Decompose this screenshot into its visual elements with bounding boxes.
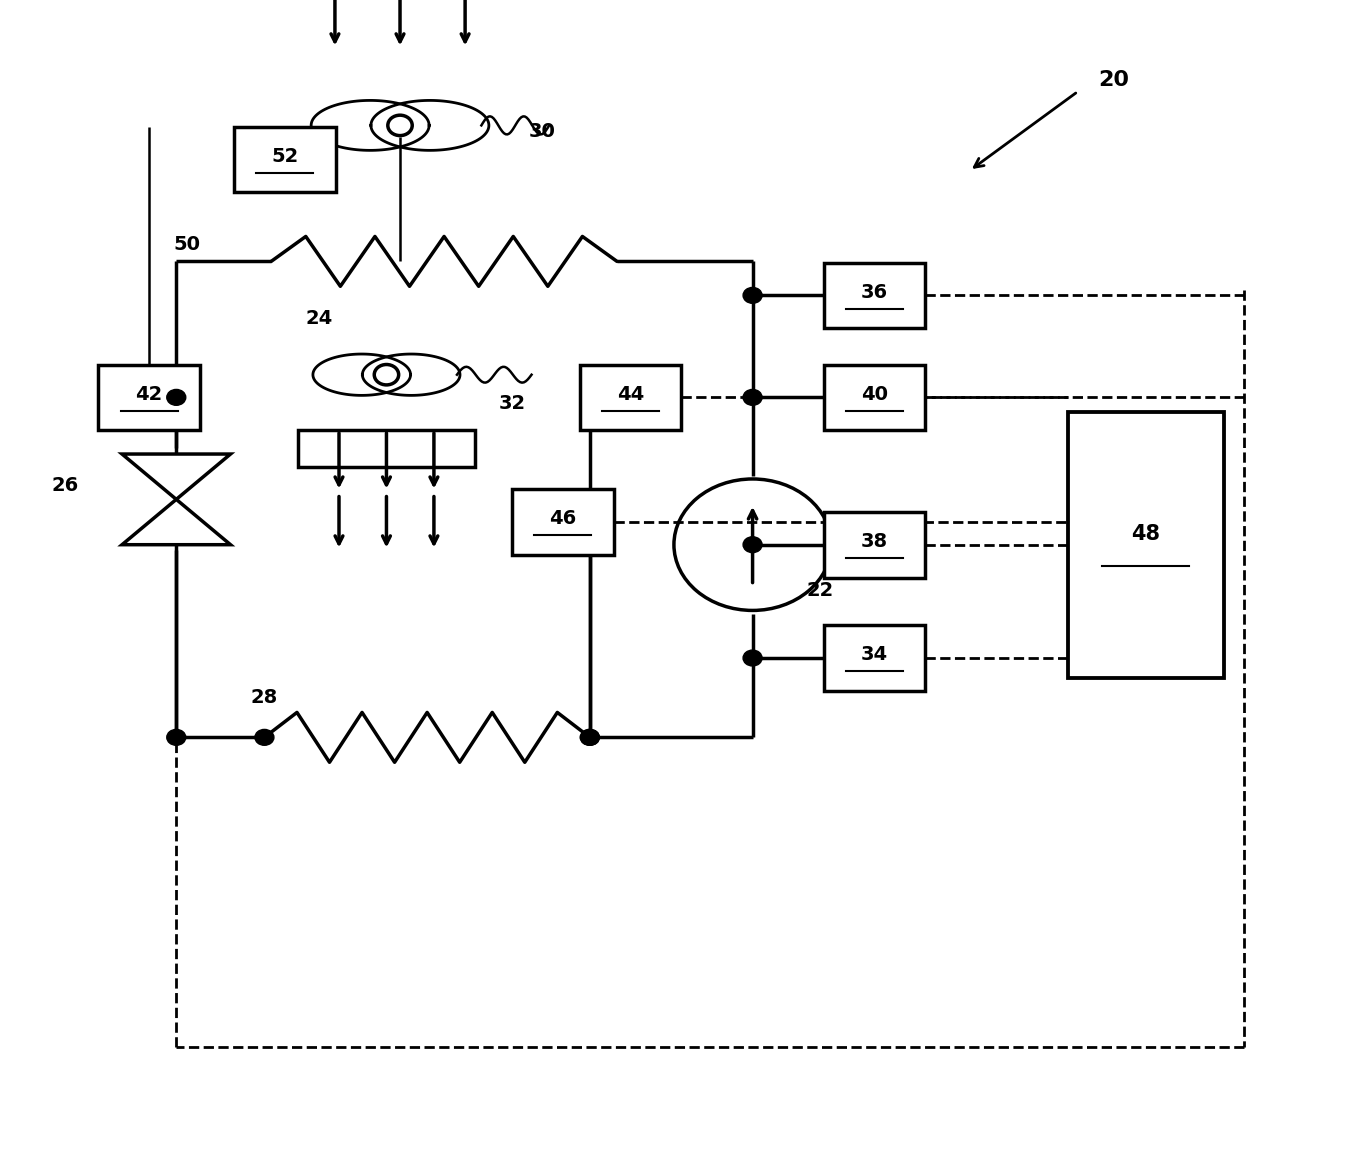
Text: 20: 20 xyxy=(1098,70,1130,90)
Circle shape xyxy=(580,730,599,746)
Text: 28: 28 xyxy=(251,688,278,708)
Bar xyxy=(824,625,925,691)
Text: 32: 32 xyxy=(499,394,526,413)
Polygon shape xyxy=(122,500,231,544)
Circle shape xyxy=(580,730,599,746)
Text: 34: 34 xyxy=(861,646,888,664)
Text: 38: 38 xyxy=(861,532,888,551)
Circle shape xyxy=(374,365,399,384)
Circle shape xyxy=(743,389,762,405)
Text: 30: 30 xyxy=(529,122,556,140)
Bar xyxy=(824,365,925,430)
Circle shape xyxy=(743,650,762,666)
Bar xyxy=(298,430,475,466)
Bar xyxy=(1067,412,1223,678)
Circle shape xyxy=(743,536,762,552)
Text: 52: 52 xyxy=(271,146,298,166)
Polygon shape xyxy=(122,453,231,500)
Text: 36: 36 xyxy=(861,283,888,302)
Text: 48: 48 xyxy=(1131,524,1161,544)
Text: 50: 50 xyxy=(174,235,201,254)
Bar xyxy=(824,512,925,578)
Circle shape xyxy=(743,288,762,304)
Circle shape xyxy=(388,115,412,136)
Circle shape xyxy=(255,730,274,746)
Text: 40: 40 xyxy=(861,384,888,404)
Circle shape xyxy=(167,730,186,746)
Text: 24: 24 xyxy=(305,308,332,328)
Text: 22: 22 xyxy=(807,581,834,600)
Text: 26: 26 xyxy=(52,477,79,495)
Bar xyxy=(99,365,201,430)
Text: 46: 46 xyxy=(549,509,576,528)
Bar xyxy=(580,365,682,430)
Bar xyxy=(513,489,613,555)
Bar xyxy=(233,127,336,192)
Circle shape xyxy=(167,389,186,405)
Text: 44: 44 xyxy=(617,384,644,404)
Bar xyxy=(824,262,925,328)
Text: 42: 42 xyxy=(136,384,163,404)
